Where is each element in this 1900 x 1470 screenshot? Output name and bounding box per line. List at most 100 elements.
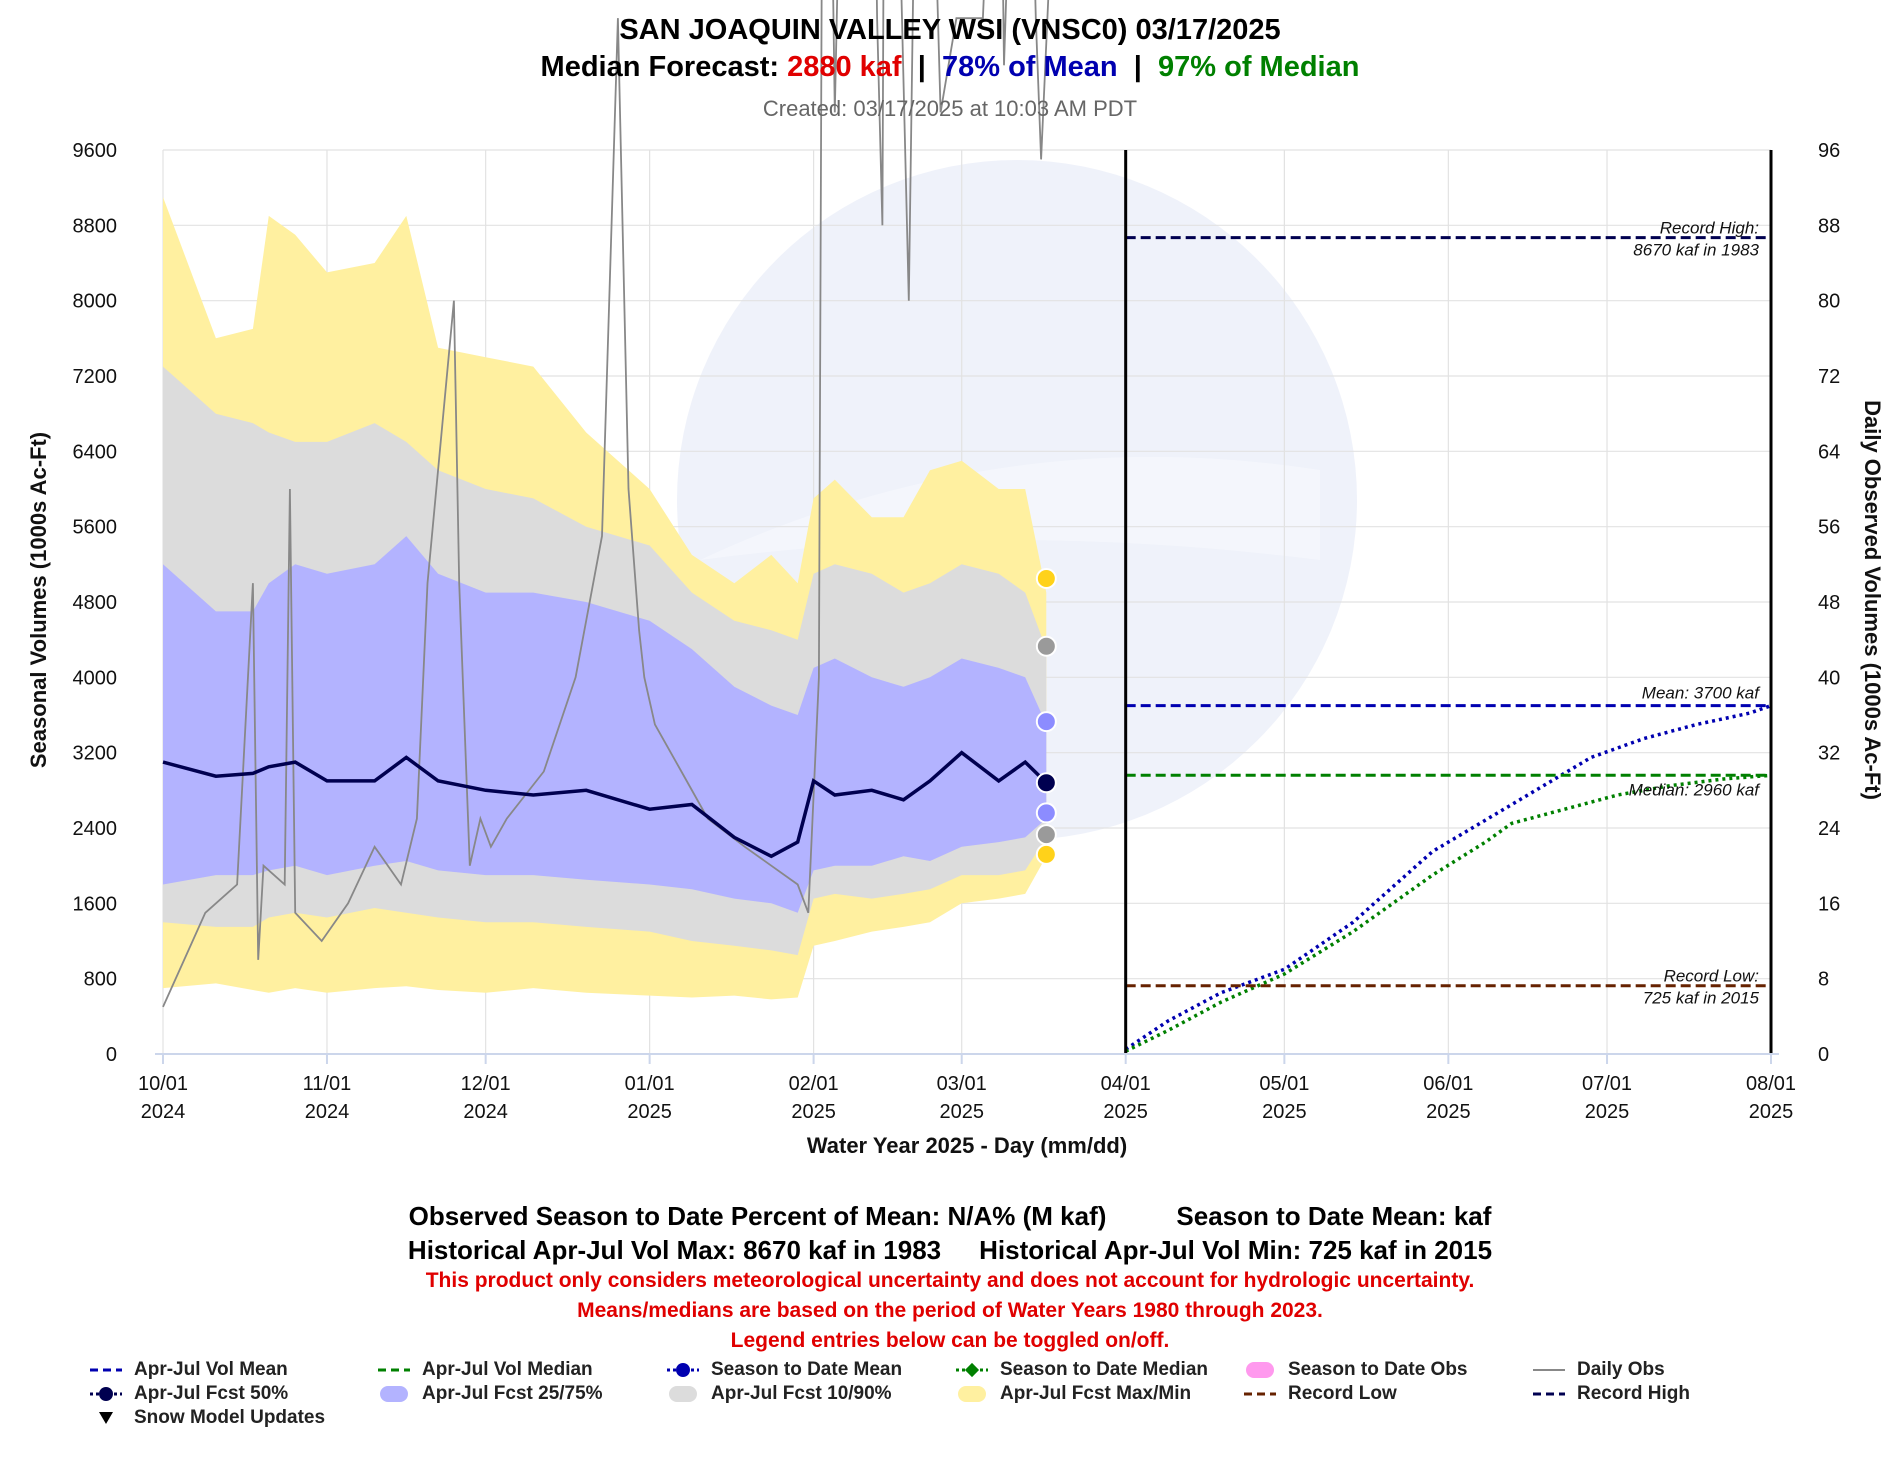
season-to-date-mean-line bbox=[1124, 703, 1772, 1051]
y-tick-label: 8000 bbox=[73, 291, 118, 313]
x-tick-label-year: 2024 bbox=[305, 1101, 350, 1123]
note-uncertainty: This product only considers meteorologic… bbox=[425, 1269, 1475, 1292]
legend-label: Apr-Jul Fcst Max/Min bbox=[1000, 1383, 1192, 1404]
y-tick-label: 3200 bbox=[73, 743, 118, 765]
legend-label: Record High bbox=[1577, 1383, 1690, 1404]
fcst-50-line bbox=[162, 750, 1048, 859]
legend-symbol-icon bbox=[378, 1368, 410, 1372]
y2-tick-label: 72 bbox=[1818, 366, 1840, 388]
latest-markers bbox=[1035, 567, 1057, 865]
y2-tick-label: 32 bbox=[1818, 743, 1840, 765]
y-axis-title: Seasonal Volumes (1000s Ac-Ft) bbox=[26, 432, 51, 768]
legend-label: Apr-Jul Fcst 25/75% bbox=[422, 1383, 603, 1404]
y2-axis-title: Daily Observed Volumes (1000s Ac-Ft) bbox=[1860, 400, 1885, 800]
legend-symbol-icon bbox=[90, 1368, 122, 1372]
latest-marker-p75 bbox=[1035, 711, 1057, 733]
legend-symbol-icon bbox=[380, 1386, 408, 1402]
legend-label: Season to Date Median bbox=[1000, 1359, 1208, 1380]
legend-item[interactable]: Apr-Jul Fcst 50% bbox=[90, 1383, 288, 1405]
x-tick-label: 12/01 bbox=[461, 1073, 511, 1095]
x-tick-label: 10/01 bbox=[138, 1073, 188, 1095]
axes: 0800160024003200400048005600640072008000… bbox=[26, 140, 1885, 1158]
legend-item[interactable]: Snow Model Updates bbox=[99, 1407, 325, 1429]
y2-tick-label: 16 bbox=[1818, 893, 1840, 915]
ref-label: Mean: 3700 kaf bbox=[1642, 684, 1761, 703]
x-tick-label-year: 2025 bbox=[627, 1101, 672, 1123]
chart-title: SAN JOAQUIN VALLEY WSI (VNSC0) 03/17/202… bbox=[619, 14, 1281, 46]
x-tick-label-year: 2025 bbox=[1749, 1101, 1794, 1123]
latest-marker-p10 bbox=[1035, 824, 1057, 846]
ref-label: Record High: bbox=[1660, 219, 1759, 238]
latest-marker-p50 bbox=[1035, 772, 1057, 794]
latest-marker-p90 bbox=[1035, 635, 1057, 657]
latest-marker-min bbox=[1035, 843, 1057, 865]
x-tick-label-year: 2024 bbox=[141, 1101, 186, 1123]
season-to-date-mean: Season to Date Mean: kaf bbox=[1176, 1201, 1492, 1231]
ref-label: Median: 2960 kaf bbox=[1629, 780, 1762, 799]
x-tick-label: 08/01 bbox=[1746, 1073, 1796, 1095]
y-tick-label: 1600 bbox=[73, 893, 118, 915]
legend-symbol-icon bbox=[1533, 1392, 1565, 1396]
x-tick-label-year: 2025 bbox=[1262, 1101, 1307, 1123]
pct-of-mean: 78% of Mean bbox=[941, 51, 1118, 83]
y2-tick-label: 0 bbox=[1818, 1044, 1829, 1066]
y-tick-label: 0 bbox=[106, 1044, 117, 1066]
season-to-date-median-line bbox=[1124, 773, 1772, 1053]
y-tick-label: 800 bbox=[84, 969, 117, 991]
legend-symbol-icon bbox=[1246, 1362, 1274, 1378]
legend-item[interactable]: Record Low bbox=[1244, 1383, 1397, 1405]
y-tick-label: 4000 bbox=[73, 667, 118, 689]
legend-item[interactable]: Apr-Jul Fcst 10/90% bbox=[669, 1383, 892, 1405]
legend-item[interactable]: Apr-Jul Fcst Max/Min bbox=[958, 1383, 1192, 1405]
legend-item[interactable]: Apr-Jul Vol Median bbox=[378, 1359, 593, 1381]
legend-item[interactable]: Apr-Jul Vol Mean bbox=[90, 1359, 288, 1381]
y-tick-label: 2400 bbox=[73, 818, 118, 840]
legend-item[interactable]: Record High bbox=[1533, 1383, 1690, 1405]
legend-item[interactable]: Apr-Jul Fcst 25/75% bbox=[380, 1383, 603, 1405]
legend-label: Apr-Jul Vol Mean bbox=[134, 1359, 288, 1380]
legend-item[interactable]: Season to Date Median bbox=[956, 1359, 1208, 1381]
observed-pct: Observed Season to Date Percent of Mean:… bbox=[408, 1201, 1107, 1231]
band-25-75 bbox=[163, 536, 1047, 913]
note-period: Means/medians are based on the period of… bbox=[577, 1299, 1323, 1322]
legend-symbol-icon bbox=[958, 1386, 986, 1402]
x-tick-label: 11/01 bbox=[303, 1073, 352, 1095]
forecast-bands bbox=[163, 197, 1047, 1000]
y-tick-label: 4800 bbox=[73, 592, 118, 614]
latest-marker-p25 bbox=[1035, 802, 1057, 824]
x-axis-title: Water Year 2025 - Day (mm/dd) bbox=[807, 1133, 1127, 1158]
separator: | bbox=[917, 51, 926, 83]
legend-label: Apr-Jul Vol Median bbox=[422, 1359, 593, 1380]
legend-symbol-icon bbox=[956, 1362, 988, 1378]
x-tick-label-year: 2025 bbox=[1426, 1101, 1471, 1123]
pct-of-median: 97% of Median bbox=[1158, 51, 1360, 83]
legend-label: Apr-Jul Fcst 10/90% bbox=[711, 1383, 892, 1404]
y2-tick-label: 56 bbox=[1818, 517, 1840, 539]
legend-item[interactable]: Daily Obs bbox=[1533, 1359, 1665, 1381]
legend-symbol-icon bbox=[90, 1387, 122, 1401]
forecast-value: 2880 kaf bbox=[787, 51, 902, 83]
legend-label: Record Low bbox=[1288, 1383, 1397, 1404]
legend-symbol-icon bbox=[1244, 1392, 1276, 1396]
x-tick-label: 02/01 bbox=[789, 1073, 839, 1095]
y2-tick-label: 8 bbox=[1818, 969, 1829, 991]
legend-label: Season to Date Obs bbox=[1288, 1359, 1468, 1380]
footer-line-2: Historical Apr-Jul Vol Max: 8670 kaf in … bbox=[0, 1235, 1900, 1266]
legend-item[interactable]: Season to Date Mean bbox=[667, 1359, 902, 1381]
ref-label: 725 kaf in 2015 bbox=[1643, 989, 1760, 1008]
daily-obs-line bbox=[162, 0, 1050, 1008]
y-tick-label: 8800 bbox=[73, 215, 118, 237]
x-tick-label-year: 2025 bbox=[791, 1101, 836, 1123]
legend-item[interactable]: Season to Date Obs bbox=[1246, 1359, 1468, 1381]
series-lines bbox=[162, 0, 1772, 1053]
forecast-label: Median Forecast: bbox=[540, 51, 780, 83]
footer-line-1: Observed Season to Date Percent of Mean:… bbox=[0, 1201, 1900, 1232]
x-tick-label-year: 2025 bbox=[1103, 1101, 1148, 1123]
x-tick-label: 03/01 bbox=[937, 1073, 987, 1095]
y2-tick-label: 48 bbox=[1818, 592, 1840, 614]
y-tick-label: 7200 bbox=[73, 366, 118, 388]
y2-tick-label: 88 bbox=[1818, 215, 1840, 237]
y2-tick-label: 80 bbox=[1818, 291, 1840, 313]
y2-tick-label: 40 bbox=[1818, 667, 1840, 689]
reference-lines: Record High: 8670 kaf in 1983 Mean: 3700 k… bbox=[1124, 150, 1773, 1054]
